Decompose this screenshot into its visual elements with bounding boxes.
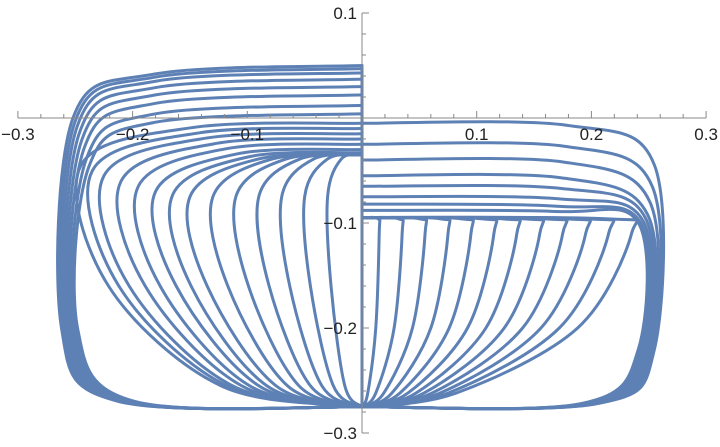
curve-12	[132, 142, 364, 409]
curve-13	[150, 147, 364, 409]
x-tick-label: −0.3	[1, 125, 35, 144]
curve-38	[360, 215, 452, 409]
curve-14	[167, 150, 364, 409]
curve-41	[360, 215, 382, 409]
curve-1	[58, 67, 364, 411]
curve-40	[360, 215, 405, 409]
curve-17	[232, 152, 364, 409]
curve-39	[360, 215, 429, 409]
y-tick-label: −0.1	[323, 214, 357, 233]
axes: −0.3 −0.2 −0.1 0.1 0.2 0.3 0.1 −0.1 −0.2 −0.3	[1, 4, 718, 443]
curve-19	[278, 152, 364, 409]
curve-10	[97, 131, 364, 409]
y-tick-label: −0.3	[323, 424, 357, 443]
y-tick-label: 0.1	[333, 4, 357, 23]
curve-16	[208, 152, 364, 409]
curve-31	[360, 215, 616, 409]
curve-20	[302, 152, 364, 409]
y-tick-label: −0.2	[323, 319, 357, 338]
x-tick-label: 0.1	[465, 125, 489, 144]
curve-35	[360, 215, 522, 409]
curve-15	[185, 152, 364, 409]
x-tick-label: 0.2	[580, 125, 604, 144]
x-tick-label: −0.1	[231, 125, 265, 144]
curve-29	[360, 207, 649, 411]
x-tick-label: −0.2	[116, 125, 150, 144]
curve-layer	[56, 64, 666, 411]
curve-18	[255, 152, 364, 409]
curve-21	[325, 152, 364, 409]
curve-37	[360, 215, 475, 409]
curve-11	[115, 137, 364, 409]
curve-34	[360, 215, 545, 409]
x-tick-label: 0.3	[694, 125, 718, 144]
curve-9	[86, 126, 364, 409]
